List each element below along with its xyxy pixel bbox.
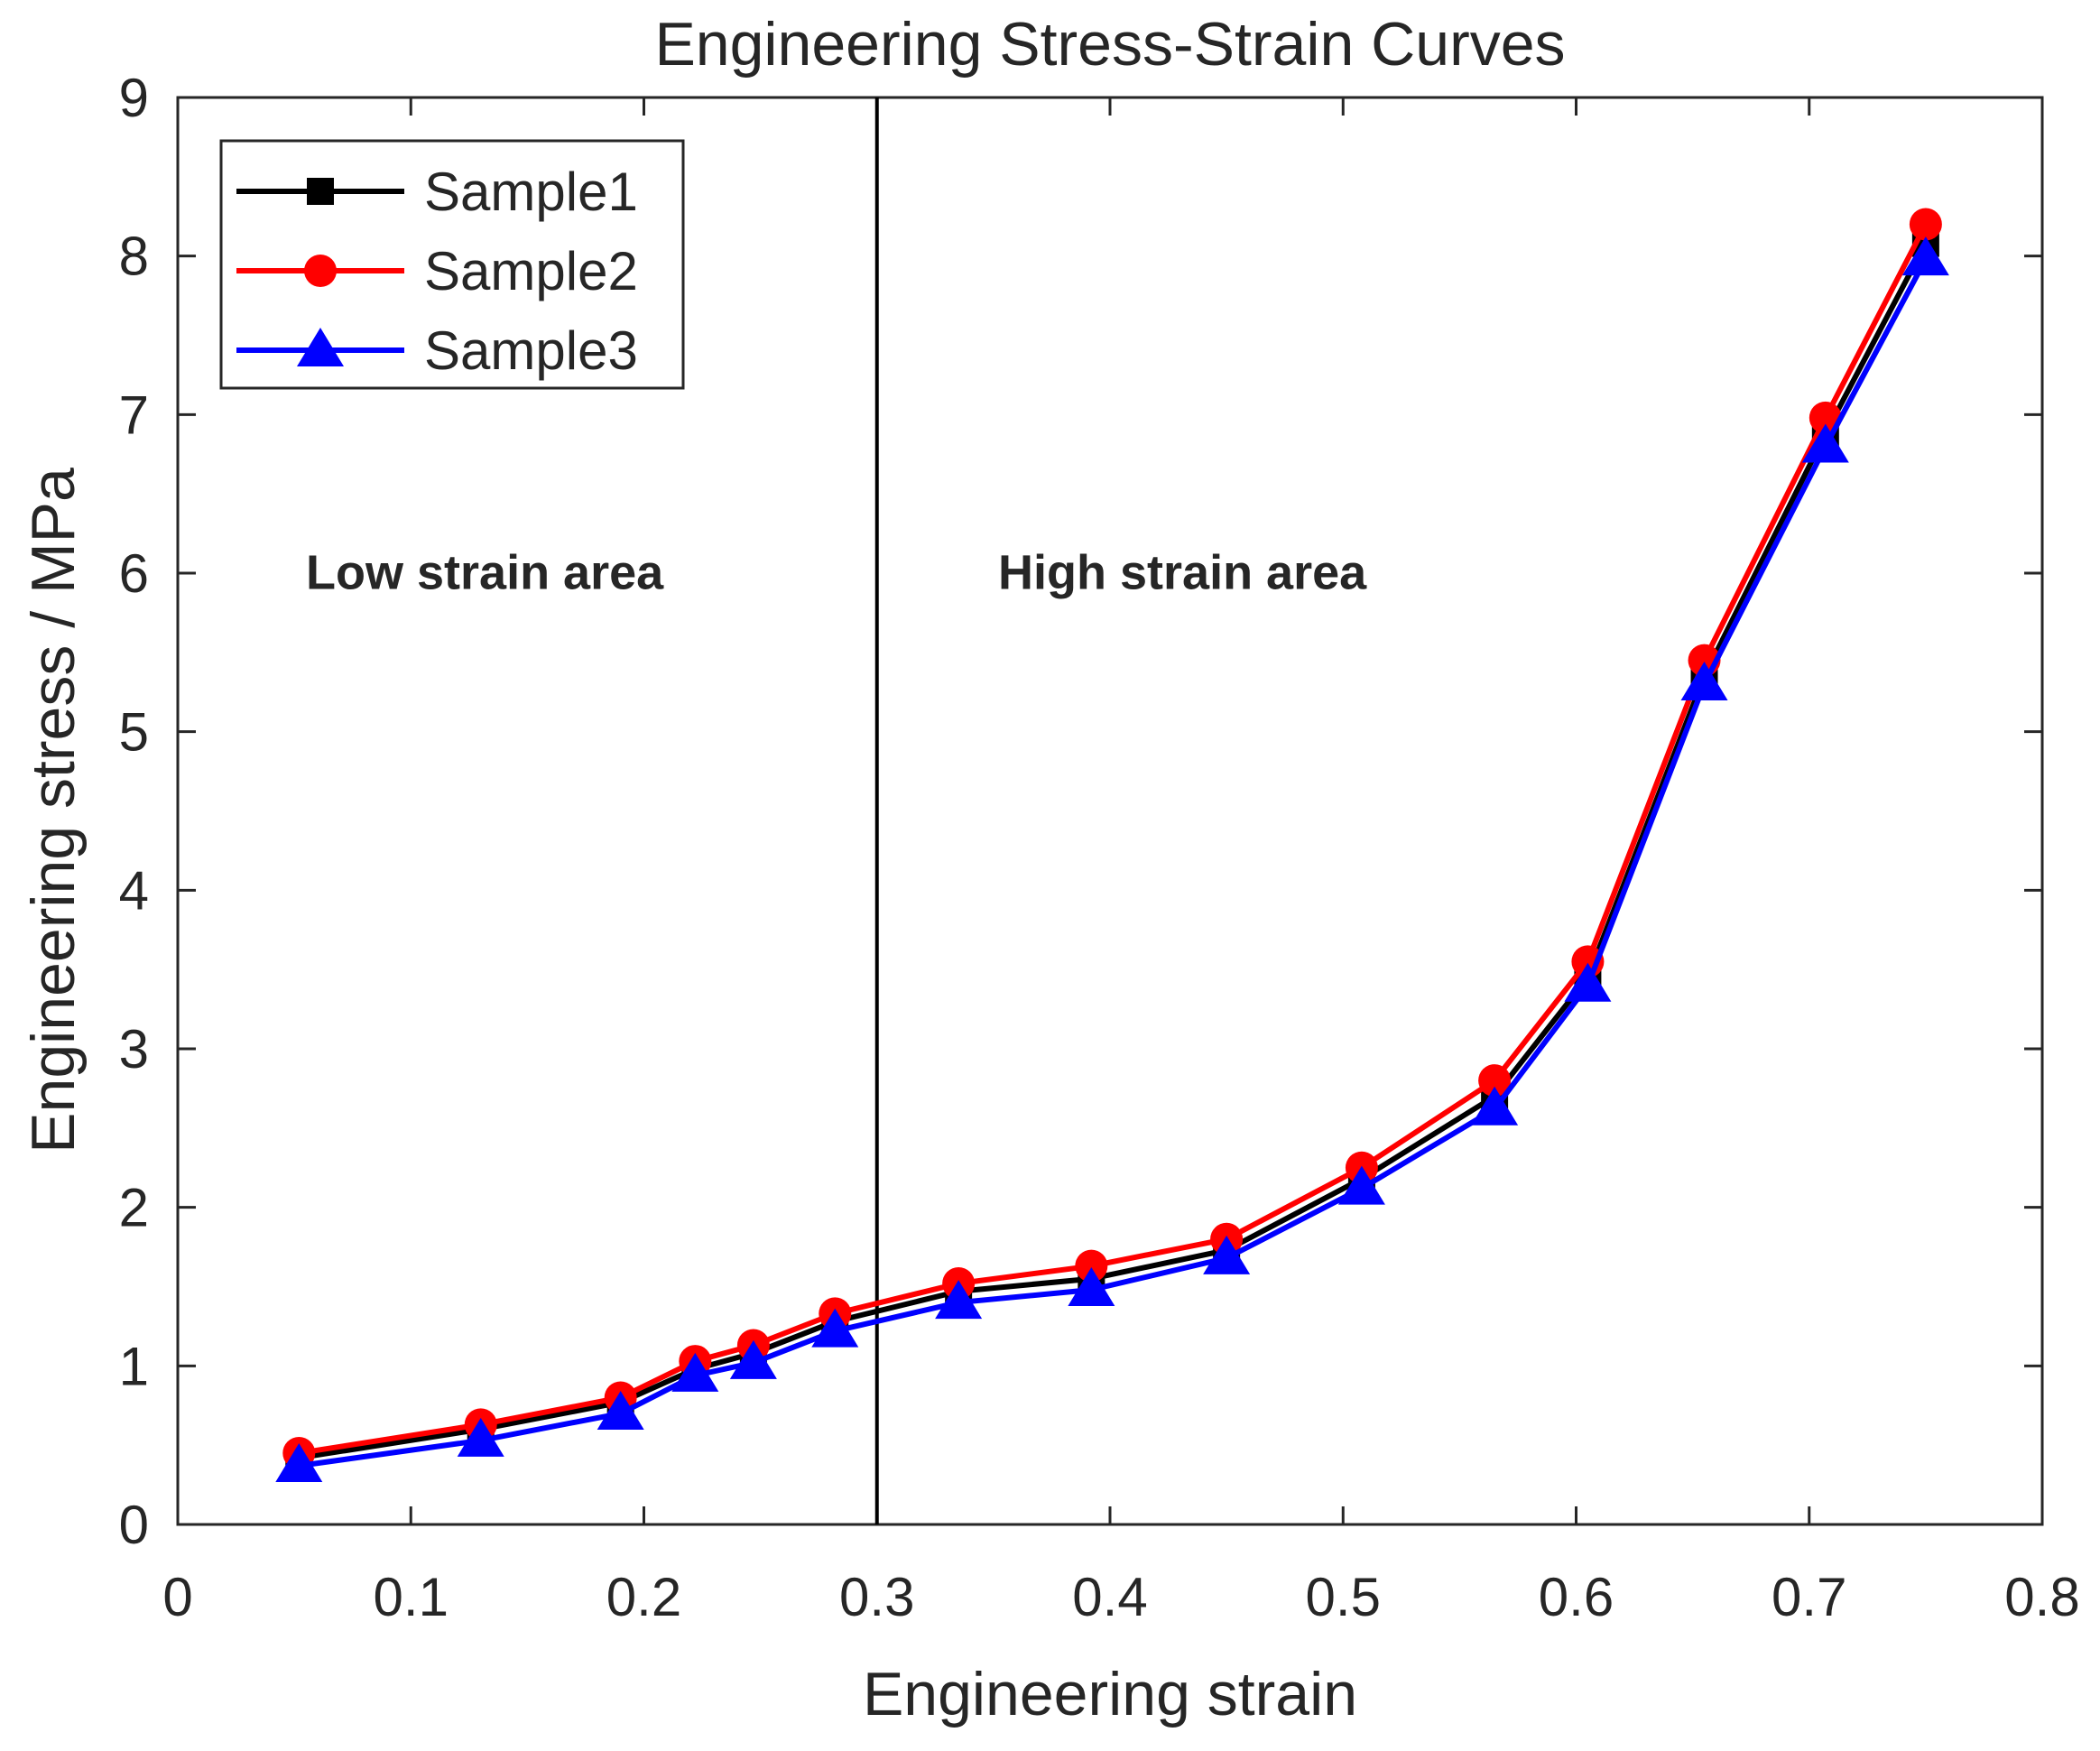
legend-label: Sample1: [424, 162, 638, 222]
x-tick-label: 0.7: [1772, 1567, 1846, 1627]
data-point: [457, 1417, 504, 1457]
x-axis-label: Engineering strain: [863, 1660, 1357, 1728]
y-tick-label: 2: [119, 1178, 149, 1238]
data-point: [1478, 1064, 1512, 1098]
data-point: [275, 1443, 323, 1483]
data-point: [1901, 236, 1949, 276]
x-tick-label: 0.2: [606, 1567, 681, 1627]
series-line: [298, 242, 1929, 1461]
axes-box: [176, 96, 2044, 1526]
data-point: [1680, 661, 1728, 700]
data-point: [1471, 1086, 1519, 1126]
data-point: [671, 1352, 719, 1392]
y-tick-label: 0: [119, 1495, 149, 1555]
data-point: [811, 1308, 859, 1348]
legend: Sample1 Sample2 Sample3: [219, 139, 685, 390]
data-point: [1203, 1235, 1251, 1274]
legend-marker-triangle: [297, 328, 344, 366]
x-tick-label: 0.4: [1072, 1567, 1147, 1627]
x-tick-label: 0.6: [1539, 1567, 1614, 1627]
data-point: [597, 1391, 644, 1431]
x-tick-label: 0.5: [1306, 1567, 1381, 1627]
x-tick-label: 0: [162, 1567, 192, 1627]
chart-title: Engineering Stress-Strain Curves: [654, 10, 1565, 79]
series-sample2: [282, 208, 1942, 1469]
x-tick-label: 0.8: [2004, 1567, 2079, 1627]
y-tick-label: 1: [119, 1336, 149, 1396]
y-axis-label: Engineering stress / MPa: [19, 468, 88, 1153]
y-tick-label: 8: [119, 227, 149, 287]
legend-label: Sample3: [424, 320, 638, 381]
data-point: [1068, 1267, 1115, 1307]
y-tick-label: 9: [119, 68, 149, 128]
x-tick-label: 0.3: [839, 1567, 914, 1627]
data-point: [1075, 1249, 1108, 1283]
y-tick-label: 7: [119, 384, 149, 445]
data-point: [1909, 208, 1942, 241]
data-point: [729, 1339, 777, 1379]
data-point: [935, 1280, 983, 1320]
annotation-label: High strain area: [998, 546, 1367, 600]
y-tick-label: 5: [119, 702, 149, 763]
series-line: [298, 223, 1929, 1456]
series-sample3: [275, 236, 1949, 1483]
y-tick-label: 4: [119, 860, 149, 921]
data-point: [1337, 1165, 1385, 1205]
y-tick-label: 3: [119, 1019, 149, 1079]
legend-label: Sample2: [424, 241, 638, 301]
legend-marker-square: [307, 178, 334, 205]
x-tick-label: 0.1: [374, 1567, 449, 1627]
data-point: [1801, 423, 1849, 463]
plot-area: 0 0.1 0.2 0.3 0.4 0.5 0.6 0.7 0.8 0 1 2 3 4 5 6 7 8 9 Low s…: [119, 68, 2080, 1627]
legend-box: [219, 139, 685, 390]
data-point: [1564, 962, 1612, 1002]
annotation-label: Low strain area: [306, 546, 664, 600]
legend-marker-circle: [304, 255, 337, 287]
y-tick-label: 6: [119, 543, 149, 604]
series-line: [298, 257, 1929, 1468]
